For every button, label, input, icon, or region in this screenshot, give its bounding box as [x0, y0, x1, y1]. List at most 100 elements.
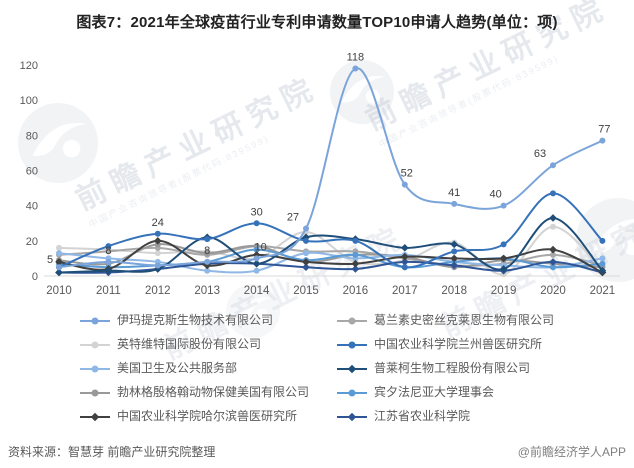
series-marker: [204, 250, 211, 257]
data-label: 41: [448, 187, 460, 199]
data-label: 77: [598, 124, 610, 136]
series-marker: [499, 254, 508, 263]
series-marker: [351, 259, 360, 268]
x-axis-tick-label: 2020: [540, 285, 566, 297]
legend-marker-icon: [91, 365, 99, 372]
series-marker: [599, 260, 606, 267]
y-axis-tick-label: 120: [20, 60, 38, 72]
y-axis-tick-label: 60: [26, 166, 38, 178]
legend-swatch: [337, 412, 367, 421]
legend-label: 宾夕法尼亚大学理事会: [374, 385, 495, 399]
series-marker: [302, 258, 310, 266]
data-label: 52: [401, 168, 413, 180]
x-axis-tick-label: 2010: [46, 285, 72, 297]
series-marker: [154, 262, 161, 269]
series-marker: [550, 162, 556, 169]
series-marker: [253, 255, 260, 262]
series-marker: [499, 265, 508, 273]
source-row: 资料来源：智慧芽 前瞻产业研究院整理 @前瞻经济学人APP: [0, 443, 634, 460]
credit-note: @前瞻经济学人APP: [517, 445, 626, 459]
legend-label: 江苏省农业科学院: [374, 409, 471, 423]
legend-item-5: 普莱柯生物工程股份有限公司: [337, 361, 554, 376]
legend-item-6: 勃林格殷格翰动物保健美国有限公司: [79, 385, 309, 400]
series-marker: [400, 258, 409, 266]
x-axis-tick-label: 2014: [244, 285, 270, 297]
series-marker: [550, 190, 556, 197]
series-0: [56, 65, 606, 271]
series-marker: [303, 237, 309, 244]
y-axis-tick-label: 0: [32, 271, 38, 283]
series-marker: [154, 250, 161, 257]
series-marker: [253, 267, 260, 274]
series-marker: [550, 251, 556, 258]
legend-label: 普莱柯生物工程股份有限公司: [374, 361, 531, 375]
x-axis-tick-label: 2016: [343, 285, 369, 297]
series-marker: [598, 266, 607, 275]
legend-marker-icon: [91, 317, 99, 324]
y-axis-tick-label: 40: [26, 201, 38, 213]
x-axis-tick-label: 2011: [96, 285, 121, 297]
legend-item-4: 美国卫生及公共服务部: [79, 361, 309, 376]
series-marker: [352, 237, 359, 244]
series-line: [58, 245, 604, 267]
series-marker: [599, 255, 606, 262]
chart-legend: 伊玛提克斯生物技术有限公司 葛兰素史密丝克莱恩生物有限公司英特维特国际股份有限公司…: [0, 313, 634, 424]
legend-swatch: [79, 317, 110, 324]
legend-marker-icon: [348, 341, 356, 348]
legend-marker-icon: [90, 412, 100, 421]
legend-marker-icon: [347, 412, 357, 421]
source-note: 资料来源：智慧芽 前瞻产业研究院整理: [8, 445, 216, 459]
x-axis-tick-label: 2021: [590, 285, 616, 297]
legend-item-8: 中国农业科学院哈尔滨兽医研究所: [79, 409, 309, 424]
data-label: 118: [347, 52, 365, 64]
series-marker: [450, 240, 459, 249]
series-marker: [204, 258, 211, 265]
legend-item-2: 英特维特国际股份有限公司: [79, 337, 309, 352]
series-marker: [451, 200, 458, 207]
series-marker: [56, 264, 62, 271]
legend-label: 伊玛提克斯生物技术有限公司: [116, 313, 273, 327]
data-label: 5: [47, 254, 53, 266]
series-marker: [253, 220, 260, 227]
series-marker: [204, 236, 211, 243]
series-line: [58, 192, 604, 269]
series-marker: [599, 137, 606, 144]
series-marker: [204, 267, 211, 274]
data-label: 24: [152, 217, 164, 229]
data-label: 8: [105, 245, 111, 257]
legend-item-3: 中国农业科学院兰州兽医研究所: [337, 337, 554, 352]
legend-swatch: [337, 364, 367, 373]
series-marker: [599, 237, 606, 244]
data-label: 40: [489, 189, 501, 201]
data-label: 10: [254, 241, 266, 253]
series-marker: [401, 181, 408, 188]
x-axis-tick-label: 2015: [293, 285, 319, 297]
legend-label: 美国卫生及公共服务部: [116, 361, 237, 375]
x-axis-tick-label: 2012: [145, 285, 171, 297]
legend-marker-icon: [348, 389, 356, 396]
x-axis-tick-label: 2013: [194, 285, 220, 297]
y-axis-tick-label: 80: [26, 130, 38, 142]
series-marker: [154, 230, 161, 237]
legend-marker-icon: [91, 389, 99, 396]
legend-item-1: 葛兰素史密丝克莱恩生物有限公司: [337, 313, 554, 328]
legend-item-0: 伊玛提克斯生物技术有限公司: [79, 313, 309, 328]
legend-marker-icon: [348, 317, 356, 324]
series-marker: [500, 202, 507, 209]
x-axis-tick-label: 2018: [441, 285, 467, 297]
series-5: [55, 214, 607, 277]
series-line: [58, 243, 604, 269]
series-marker: [549, 214, 557, 222]
series-line: [58, 251, 604, 274]
legend-label: 中国农业科学院兰州兽医研究所: [374, 337, 543, 351]
legend-label: 中国农业科学院哈尔滨兽医研究所: [116, 409, 297, 423]
series-marker: [450, 254, 459, 263]
series-marker: [105, 243, 112, 250]
series-marker: [450, 261, 459, 270]
legend-swatch: [79, 341, 110, 348]
legend-swatch: [79, 412, 110, 421]
series-marker: [56, 250, 62, 257]
legend-swatch: [79, 389, 110, 396]
legend-swatch: [337, 389, 367, 396]
